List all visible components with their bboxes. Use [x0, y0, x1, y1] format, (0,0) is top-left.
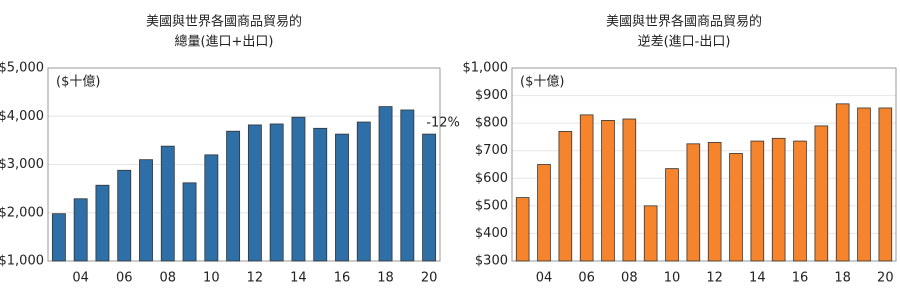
x-tick-label: 12 [247, 271, 264, 286]
bar [835, 103, 850, 262]
bar [515, 197, 530, 262]
x-tick-label: 14 [749, 271, 766, 286]
x-tick-label: 12 [706, 271, 723, 286]
x-tick-label: 08 [160, 271, 177, 286]
chart-title: 美國與世界各國商品貿易的 [146, 14, 302, 30]
y-tick-label: $900 [475, 88, 508, 103]
x-tick-label: 20 [421, 271, 438, 286]
bar [750, 140, 765, 262]
x-tick-label: 10 [664, 271, 681, 286]
bar [729, 153, 743, 262]
unit-label: ($十億) [520, 74, 564, 90]
annotation: -12% [426, 116, 460, 131]
bar [291, 116, 306, 262]
bar [422, 133, 437, 262]
x-tick-label: 20 [877, 271, 894, 286]
bar [686, 143, 701, 262]
bar [356, 121, 371, 262]
bar [579, 114, 594, 262]
x-tick-label: 08 [621, 271, 638, 286]
x-tick-label: 16 [334, 271, 351, 286]
bar [878, 107, 893, 262]
chart-subtitle: 逆差(進口-出口) [638, 34, 731, 50]
x-tick-label: 14 [290, 271, 307, 286]
bar [51, 213, 66, 262]
bar [793, 140, 807, 262]
plot-frame [47, 67, 441, 262]
x-tick-label: 06 [578, 271, 595, 286]
y-tick-label: $300 [475, 254, 508, 269]
x-tick-label: 18 [377, 271, 394, 286]
x-tick-label: 18 [834, 271, 851, 286]
bar [182, 182, 197, 262]
bar [139, 159, 153, 262]
bar [204, 154, 219, 262]
y-tick-label: $4,000 [0, 109, 44, 124]
x-tick-label: 04 [72, 271, 89, 286]
bar [378, 106, 393, 262]
bar [335, 133, 349, 262]
y-tick-label: $500 [475, 198, 508, 213]
chart-subtitle: 總量(進口+出口) [174, 34, 273, 50]
y-tick-label: $1,000 [0, 254, 44, 269]
bar [95, 184, 110, 262]
bar [857, 107, 871, 262]
x-tick-label: 10 [203, 271, 220, 286]
y-tick-label: $5,000 [0, 61, 44, 76]
y-tick-label: $2,000 [0, 205, 44, 220]
unit-label: ($十億) [56, 74, 100, 90]
bar [771, 137, 786, 262]
x-tick-label: 06 [116, 271, 133, 286]
bar [73, 198, 88, 262]
y-tick-label: $800 [475, 116, 508, 131]
y-tick-label: $600 [475, 171, 508, 186]
y-tick-label: $700 [475, 143, 508, 158]
bar [707, 142, 722, 262]
bar [665, 168, 679, 262]
bar [226, 130, 241, 262]
bar [622, 118, 637, 262]
y-tick-label: $3,000 [0, 157, 44, 172]
bar [160, 145, 175, 262]
y-tick-label: $400 [475, 226, 508, 241]
bar [558, 131, 573, 262]
chart-title: 美國與世界各國商品貿易的 [606, 14, 762, 30]
plot-frame [511, 67, 897, 262]
bar [537, 164, 551, 262]
x-tick-label: 04 [536, 271, 553, 286]
bar [269, 123, 284, 262]
bar [313, 127, 328, 262]
bar [601, 119, 615, 262]
bar [400, 109, 415, 262]
y-tick-label: $1,000 [463, 61, 509, 76]
bar [117, 169, 132, 262]
x-tick-label: 16 [792, 271, 809, 286]
bar [643, 205, 658, 262]
bar [247, 124, 262, 262]
bar [814, 125, 829, 262]
